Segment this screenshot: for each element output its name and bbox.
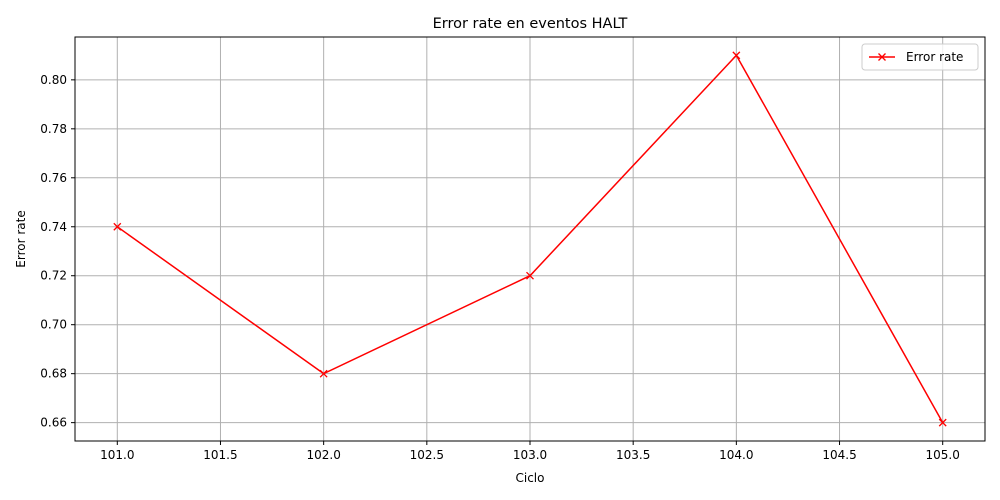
y-tick-label: 0.68: [40, 367, 67, 381]
data-point-marker: [319, 369, 328, 378]
x-tick-label: 104.0: [719, 448, 753, 462]
y-tick-label: 0.78: [40, 122, 67, 136]
data-point-marker: [113, 222, 122, 231]
y-tick-label: 0.74: [40, 220, 67, 234]
x-tick-label: 105.0: [926, 448, 960, 462]
legend-marker: [878, 53, 886, 61]
x-axis-label: Ciclo: [516, 471, 545, 485]
data-point-marker: [732, 51, 741, 60]
x-tick-label: 102.0: [306, 448, 340, 462]
y-tick-label: 0.80: [40, 73, 67, 87]
y-tick-label: 0.76: [40, 171, 67, 185]
y-tick-label: 0.66: [40, 416, 67, 430]
y-axis-ticks: 0.66 0.68 0.70 0.72 0.74 0.76 0.78 0.80: [40, 73, 75, 430]
chart-title: Error rate en eventos HALT: [433, 16, 628, 32]
y-tick-label: 0.70: [40, 318, 67, 332]
data-point-marker: [938, 418, 947, 427]
x-tick-label: 103.5: [616, 448, 650, 462]
legend-box: [861, 43, 979, 71]
x-tick-label: 101.0: [100, 448, 134, 462]
grid: [75, 37, 985, 441]
x-tick-label: 101.5: [203, 448, 237, 462]
x-tick-label: 104.5: [822, 448, 856, 462]
x-tick-label: 102.5: [410, 448, 444, 462]
y-tick-label: 0.72: [40, 269, 67, 283]
x-tick-label: 103.0: [513, 448, 547, 462]
data-point-marker: [526, 271, 534, 280]
legend: Error rate: [861, 43, 979, 71]
series: [113, 51, 947, 427]
y-axis-label: Error rate: [14, 210, 28, 267]
x-axis-ticks: 101.0 101.5 102.0 102.5 103.0 103.5 104.0 104.5…: [100, 441, 960, 462]
legend-label: Error rate: [906, 50, 963, 64]
